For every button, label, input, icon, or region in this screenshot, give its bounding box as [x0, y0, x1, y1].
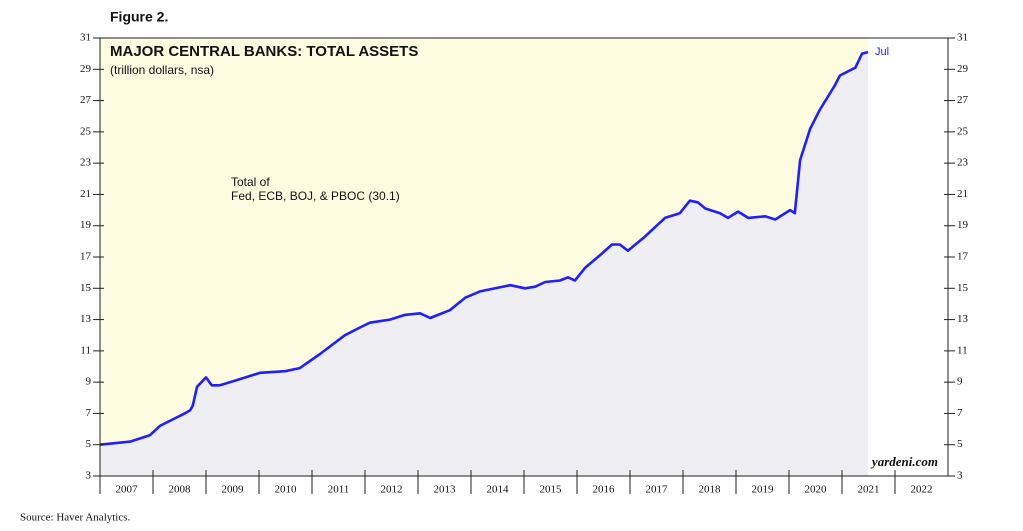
end-label: Jul: [875, 46, 889, 58]
x-tick-label: 2012: [381, 484, 403, 496]
y-tick-label: 13: [80, 313, 92, 325]
y-tick-label: 31: [80, 32, 91, 44]
annotation: Total of: [231, 175, 270, 189]
figure-label: Figure 2.: [110, 9, 168, 25]
chart-subtitle: (trillion dollars, nsa): [110, 63, 214, 77]
y-tick-label: 15: [80, 282, 92, 294]
y2-tick-label: 11: [957, 344, 968, 356]
y2-tick-label: 3: [957, 470, 963, 482]
y-tick-label: 5: [86, 438, 92, 450]
y-tick-label: 7: [86, 407, 92, 419]
x-tick-label: 2010: [275, 484, 298, 496]
y2-tick-label: 29: [957, 63, 969, 75]
y-tick-label: 3: [86, 470, 92, 482]
x-tick-label: 2021: [858, 484, 880, 496]
y2-tick-label: 15: [957, 282, 969, 294]
y-tick-label: 23: [80, 157, 92, 169]
x-tick-label: 2007: [116, 484, 139, 496]
y2-tick-label: 31: [957, 32, 968, 44]
x-tick-label: 2014: [487, 484, 510, 496]
y-tick-label: 17: [80, 251, 92, 263]
y-tick-label: 21: [80, 188, 91, 200]
chart-title: MAJOR CENTRAL BANKS: TOTAL ASSETS: [110, 43, 418, 60]
x-tick-label: 2016: [593, 484, 616, 496]
x-tick-label: 2018: [699, 484, 722, 496]
x-tick-label: 2008: [169, 484, 192, 496]
y-tick-label: 27: [80, 94, 92, 106]
y2-tick-label: 21: [957, 188, 968, 200]
y-tick-label: 25: [80, 125, 92, 137]
y2-tick-label: 5: [957, 438, 963, 450]
x-tick-label: 2017: [646, 484, 669, 496]
y2-tick-label: 7: [957, 407, 963, 419]
line: [99, 50, 869, 446]
x-tick-label: 2015: [540, 484, 563, 496]
y2-tick-label: 9: [957, 376, 963, 388]
x-tick-label: 2020: [805, 484, 828, 496]
x-tick-label: 2011: [328, 484, 350, 496]
y2-tick-label: 27: [957, 94, 969, 106]
y2-tick-label: 17: [957, 251, 969, 263]
y-tick-label: 11: [80, 344, 91, 356]
annotation: Fed, ECB, BOJ, & PBOC (30.1): [231, 189, 400, 203]
y-tick-label: 19: [80, 219, 92, 231]
watermark: yardeni.com: [870, 454, 938, 469]
x-tick-label: 2013: [434, 484, 457, 496]
y2-tick-label: 13: [957, 313, 969, 325]
x-tick-label: 2019: [752, 484, 775, 496]
y2-tick-label: 19: [957, 219, 969, 231]
x-tick-label: 2009: [222, 484, 245, 496]
y2-tick-label: 25: [957, 125, 969, 137]
source: Source: Haver Analytics.: [20, 512, 131, 524]
y2-tick-label: 23: [957, 157, 969, 169]
x-tick-label: 2022: [911, 484, 933, 496]
y-tick-label: 9: [86, 376, 92, 388]
y-tick-label: 29: [80, 63, 92, 75]
